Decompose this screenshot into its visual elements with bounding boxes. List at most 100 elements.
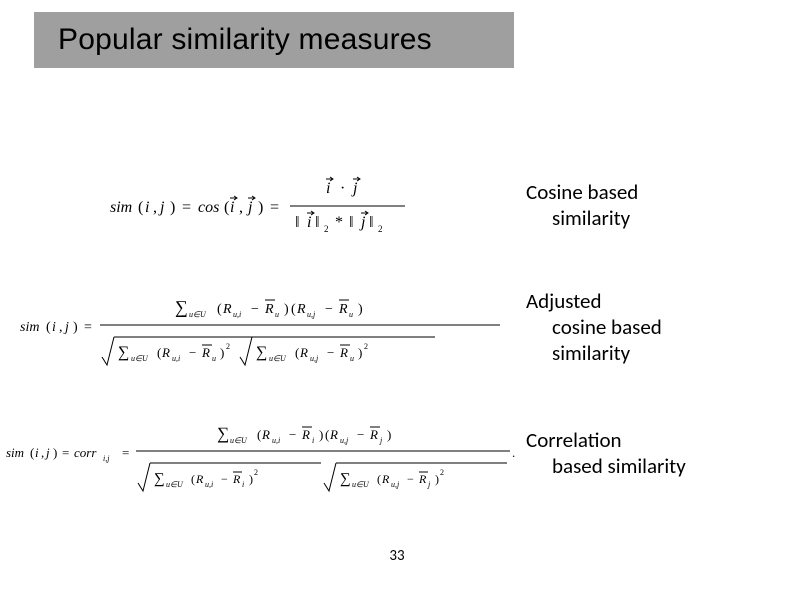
svg-text:): ) bbox=[53, 445, 57, 460]
label-adjusted-rest: cosine based similarity bbox=[526, 314, 730, 367]
svg-text:): ) bbox=[387, 427, 391, 442]
svg-text:): ) bbox=[220, 345, 224, 360]
svg-text:): ) bbox=[435, 472, 439, 486]
label-correlation: Correlation based similarity bbox=[520, 427, 750, 480]
svg-text:(: ( bbox=[291, 302, 296, 317]
svg-text:(: ( bbox=[138, 199, 143, 216]
svg-text:∑: ∑ bbox=[175, 297, 188, 317]
svg-text:): ) bbox=[170, 199, 175, 216]
svg-text:u,j: u,j bbox=[340, 436, 349, 445]
formula-correlation: sim ( i , j ) = corr i,j = ∑ u∈U ( R u,i… bbox=[0, 409, 520, 497]
svg-text:u,j: u,j bbox=[391, 480, 400, 489]
svg-text:−: − bbox=[407, 472, 414, 486]
svg-text:=: = bbox=[62, 445, 69, 460]
svg-text:u,i: u,i bbox=[172, 354, 180, 363]
svg-text:i: i bbox=[312, 436, 314, 445]
svg-text:): ) bbox=[258, 199, 263, 216]
svg-text:R: R bbox=[338, 302, 348, 317]
svg-text:sim: sim bbox=[6, 445, 24, 460]
svg-text:2: 2 bbox=[324, 224, 329, 234]
label-correlation-rest: based similarity bbox=[526, 453, 730, 479]
svg-text:u,j: u,j bbox=[307, 310, 316, 319]
svg-text:): ) bbox=[358, 345, 362, 360]
svg-text:i,j: i,j bbox=[103, 454, 110, 463]
svg-text:2: 2 bbox=[364, 342, 368, 351]
svg-text:j: j bbox=[158, 199, 165, 216]
slide-title: Popular similarity measures bbox=[58, 23, 432, 57]
svg-text:2: 2 bbox=[440, 468, 444, 477]
svg-text:−: − bbox=[189, 345, 196, 360]
svg-text:∑: ∑ bbox=[154, 471, 165, 487]
svg-text:∑: ∑ bbox=[256, 344, 267, 361]
svg-text:u: u bbox=[275, 310, 279, 319]
svg-text:(: ( bbox=[217, 302, 222, 317]
svg-text:R: R bbox=[201, 345, 210, 360]
svg-text:2: 2 bbox=[254, 468, 258, 477]
svg-text:): ) bbox=[319, 427, 323, 442]
svg-text:u∈U: u∈U bbox=[166, 480, 184, 489]
svg-text:u∈U: u∈U bbox=[269, 354, 287, 363]
svg-text:): ) bbox=[284, 302, 289, 317]
svg-text:R: R bbox=[418, 472, 427, 486]
svg-text:2: 2 bbox=[226, 342, 230, 351]
formula-adjusted: sim ( i , j ) = ∑ u∈U ( R u,i − R u ) ( bbox=[0, 283, 520, 371]
svg-text:‖: ‖ bbox=[295, 214, 300, 231]
label-cosine-rest: similarity bbox=[526, 205, 730, 231]
svg-text:R: R bbox=[232, 472, 241, 486]
svg-text:): ) bbox=[73, 320, 78, 335]
svg-text:i: i bbox=[52, 320, 56, 335]
svg-text:R: R bbox=[161, 345, 170, 360]
svg-text:R: R bbox=[264, 302, 274, 317]
svg-text:): ) bbox=[249, 472, 253, 486]
svg-text:,: , bbox=[59, 320, 63, 335]
svg-text:R: R bbox=[301, 427, 310, 442]
svg-text:cos: cos bbox=[198, 199, 219, 216]
svg-text:i: i bbox=[326, 180, 330, 197]
svg-text:=: = bbox=[84, 320, 92, 335]
svg-text:j: j bbox=[246, 199, 253, 216]
svg-text:(: ( bbox=[157, 345, 161, 360]
svg-text:j: j bbox=[63, 320, 69, 335]
svg-text:u∈U: u∈U bbox=[230, 436, 248, 445]
svg-text:,: , bbox=[41, 445, 44, 460]
svg-text:): ) bbox=[358, 302, 363, 317]
svg-text:∑: ∑ bbox=[217, 424, 229, 443]
label-adjusted: Adjusted cosine based similarity bbox=[520, 288, 750, 367]
svg-text:(: ( bbox=[224, 199, 229, 216]
svg-text:R: R bbox=[339, 345, 348, 360]
svg-text:u,i: u,i bbox=[233, 310, 241, 319]
svg-text:=: = bbox=[122, 445, 129, 460]
svg-text:i: i bbox=[230, 199, 234, 216]
svg-text:u∈U: u∈U bbox=[189, 310, 207, 319]
svg-text:u: u bbox=[349, 310, 353, 319]
svg-text:j: j bbox=[359, 214, 366, 231]
svg-text:sim: sim bbox=[110, 199, 132, 216]
svg-text:.: . bbox=[512, 445, 515, 460]
svg-text:i: i bbox=[307, 214, 311, 231]
label-correlation-head: Correlation bbox=[526, 427, 622, 453]
svg-text:−: − bbox=[325, 302, 333, 317]
svg-text:(: ( bbox=[46, 320, 51, 335]
svg-text:·: · bbox=[340, 180, 345, 197]
row-adjusted: sim ( i , j ) = ∑ u∈U ( R u,i − R u ) ( bbox=[0, 283, 794, 371]
svg-text:−: − bbox=[289, 427, 296, 442]
svg-text:‖: ‖ bbox=[369, 214, 374, 231]
svg-text:i: i bbox=[145, 199, 149, 216]
svg-text:−: − bbox=[251, 302, 259, 317]
svg-text:(: ( bbox=[30, 445, 34, 460]
svg-text:(: ( bbox=[377, 472, 381, 486]
label-adjusted-head: Adjusted bbox=[526, 288, 602, 314]
svg-text:‖: ‖ bbox=[349, 214, 354, 231]
svg-text:(: ( bbox=[295, 345, 299, 360]
svg-text:u,i: u,i bbox=[205, 480, 213, 489]
svg-text:*: * bbox=[335, 214, 343, 231]
row-correlation: sim ( i , j ) = corr i,j = ∑ u∈U ( R u,i… bbox=[0, 409, 794, 497]
svg-text:u∈U: u∈U bbox=[131, 354, 149, 363]
svg-text:,: , bbox=[153, 199, 157, 216]
row-cosine: sim ( i , j ) = cos ( i , j ) = i bbox=[0, 170, 794, 240]
svg-text:i: i bbox=[242, 480, 244, 489]
label-cosine-head: Cosine based bbox=[526, 179, 638, 205]
svg-text:−: − bbox=[327, 345, 334, 360]
svg-text:,: , bbox=[239, 199, 243, 216]
svg-text:corr: corr bbox=[74, 445, 97, 460]
